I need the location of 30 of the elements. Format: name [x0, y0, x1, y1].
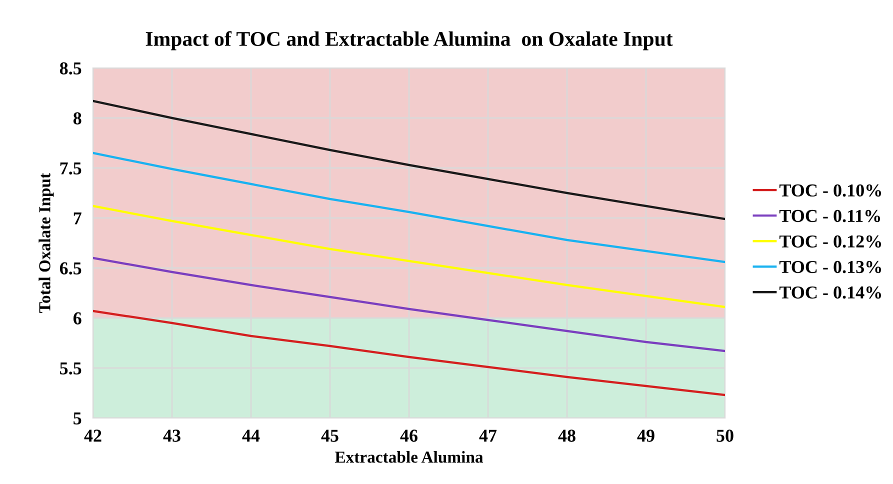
line-series — [93, 100, 725, 220]
chart-title: Impact of TOC and Extractable Alumina on Oxalate Input — [146, 31, 673, 50]
y-tick-label: 7 — [74, 212, 82, 224]
x-tick-label: 43 — [163, 430, 180, 442]
x-tick-label: 49 — [637, 430, 654, 442]
legend-label: TOC - 0.14% — [779, 286, 881, 299]
x-tick-label: 44 — [242, 430, 260, 442]
x-tick-label: 45 — [321, 430, 338, 442]
y-tick-label: 6.5 — [60, 262, 82, 275]
y-tick-label: 5 — [74, 412, 82, 424]
legend-label: TOC - 0.11% — [779, 210, 880, 222]
x-tick-label: 42 — [84, 430, 102, 442]
x-tick-label: 48 — [558, 430, 576, 442]
line-series — [93, 310, 725, 396]
y-tick-label: 6 — [73, 312, 82, 324]
x-tick-label: 50 — [716, 430, 734, 442]
y-axis-title: Total Oxalate Input — [38, 172, 54, 313]
line-series — [93, 152, 725, 264]
x-tick-label: 47 — [479, 430, 497, 442]
y-tick-label: 7.5 — [60, 162, 82, 175]
y-tick-label: 5.5 — [60, 362, 82, 375]
x-axis-title: Extractable Alumina — [334, 451, 484, 463]
y-tick-label: 8.5 — [60, 62, 82, 75]
legend-label: TOC - 0.10% — [779, 184, 881, 197]
y-tick-label: 8 — [73, 112, 82, 124]
line-series — [93, 204, 725, 308]
line-series — [93, 256, 725, 352]
x-tick-label: 46 — [400, 430, 418, 442]
legend-label: TOC - 0.13% — [779, 260, 881, 274]
legend-label: TOC - 0.12% — [779, 235, 881, 248]
